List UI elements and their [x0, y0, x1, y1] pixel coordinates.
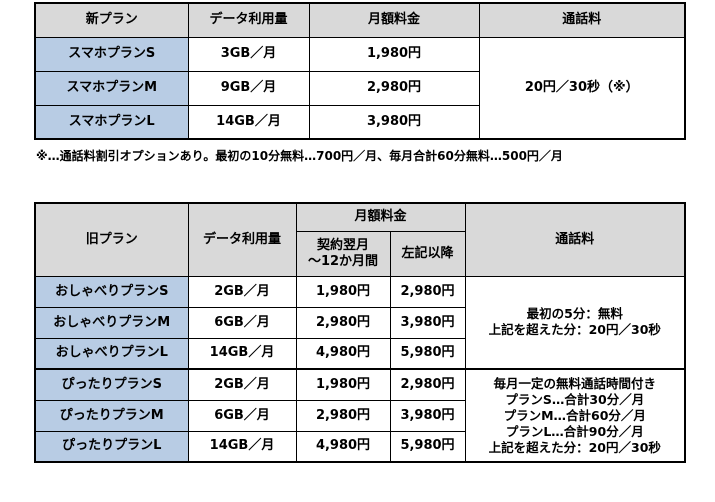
plan-name: おしゃべりプランL: [34, 337, 189, 370]
call-fee-line: 最初の5分：無料: [526, 306, 623, 322]
call-fee-line: 上記を超えた分：20円／30秒: [488, 322, 661, 338]
after-fee: 3,980円: [389, 306, 466, 339]
monthly-fee: 1,980円: [308, 36, 480, 72]
data-usage: 14GB／月: [187, 104, 310, 140]
table-row: おしゃべりプランM 6GB／月 2,980円 3,980円: [34, 306, 685, 339]
header-data-usage: データ利用量: [187, 2, 310, 38]
header-after-fee: 左記以降: [389, 230, 466, 277]
call-fee-line: プランM…合計60分／月: [503, 407, 646, 423]
header-call-fee: 通話料: [478, 2, 686, 38]
table-row: ぴったりプランM 6GB／月 2,980円 3,980円: [34, 399, 685, 432]
data-usage: 6GB／月: [187, 306, 297, 339]
data-usage: 14GB／月: [187, 337, 297, 370]
call-fee: 20円／30秒（※）: [478, 36, 686, 140]
call-fee-pittari: 毎月一定の無料通話時間付き プランS…合計30分／月 プランM…合計60分／月 …: [464, 368, 686, 463]
first-year-fee: 2,980円: [295, 306, 391, 339]
header-new-plan: 新プラン: [34, 2, 189, 38]
data-usage: 2GB／月: [187, 275, 297, 308]
data-usage: 2GB／月: [187, 368, 297, 401]
after-fee: 2,980円: [389, 275, 466, 308]
table-row: スマホプランM 9GB／月 2,980円: [34, 70, 685, 106]
plan-name: スマホプランS: [34, 36, 189, 72]
data-usage: 14GB／月: [187, 430, 297, 463]
table-row: スマホプランL 14GB／月 3,980円: [34, 104, 685, 140]
plan-name: スマホプランM: [34, 70, 189, 106]
after-fee: 5,980円: [389, 337, 466, 370]
call-fee-oshaberi: 最初の5分：無料 上記を超えた分：20円／30秒: [464, 275, 686, 370]
table-row: スマホプランS 3GB／月 1,980円 20円／30秒（※）: [34, 36, 686, 140]
first-year-fee: 2,980円: [295, 399, 391, 432]
data-usage: 9GB／月: [187, 70, 310, 106]
data-usage: 6GB／月: [187, 399, 297, 432]
plan-name: おしゃべりプランM: [34, 306, 189, 339]
call-fee-line: プランS…合計30分／月: [505, 391, 645, 407]
call-fee-line: 上記を超えた分：20円／30秒: [488, 439, 661, 455]
table-row: おしゃべりプランL 14GB／月 4,980円 5,980円: [34, 337, 685, 370]
table-row: ぴったりプランL 14GB／月 4,980円 5,980円: [34, 430, 685, 463]
new-plan-table: 新プラン データ利用量 月額料金 通話料 スマホプランS 3GB／月 1,980…: [34, 2, 686, 140]
after-fee: 3,980円: [389, 399, 466, 432]
header-first-year-fee: 契約翌月 ～12か月間: [295, 230, 391, 277]
data-usage: 3GB／月: [187, 36, 310, 72]
plan-name: スマホプランL: [34, 104, 189, 140]
plan-name: ぴったりプランS: [34, 368, 189, 401]
monthly-fee: 2,980円: [308, 70, 480, 106]
header-call-fee: 通話料: [464, 202, 686, 277]
first-year-fee: 4,980円: [295, 430, 391, 463]
plan-name: おしゃべりプランS: [34, 275, 189, 308]
first-year-fee: 1,980円: [295, 368, 391, 401]
plan-name: ぴったりプランL: [34, 430, 189, 463]
after-fee: 5,980円: [389, 430, 466, 463]
header-old-plan: 旧プラン: [34, 202, 189, 277]
call-fee-line: プランL…合計90分／月: [505, 423, 644, 439]
table-row: ぴったりプランS 2GB／月 1,980円 2,980円 毎月一定の無料通話時間…: [34, 368, 686, 463]
header-monthly-fee: 月額料金: [308, 2, 480, 38]
plan-name: ぴったりプランM: [34, 399, 189, 432]
old-plan-table: 旧プラン データ利用量 月額料金 通話料 契約翌月 ～12か月間 左記以降 おし…: [34, 202, 687, 463]
call-fee-line: 毎月一定の無料通話時間付き: [493, 375, 657, 391]
after-fee: 2,980円: [389, 368, 466, 401]
header-data-usage: データ利用量: [187, 202, 297, 277]
first-year-fee: 4,980円: [295, 337, 391, 370]
footnote: ※…通話料割引オプションあり。最初の10分無料…700円／月、毎月合計60分無料…: [36, 149, 563, 163]
monthly-fee: 3,980円: [308, 104, 480, 140]
table-row: おしゃべりプランS 2GB／月 1,980円 2,980円 最初の5分：無料 上…: [34, 275, 686, 370]
header-monthly-fee: 月額料金: [295, 202, 466, 232]
first-year-fee: 1,980円: [295, 275, 391, 308]
